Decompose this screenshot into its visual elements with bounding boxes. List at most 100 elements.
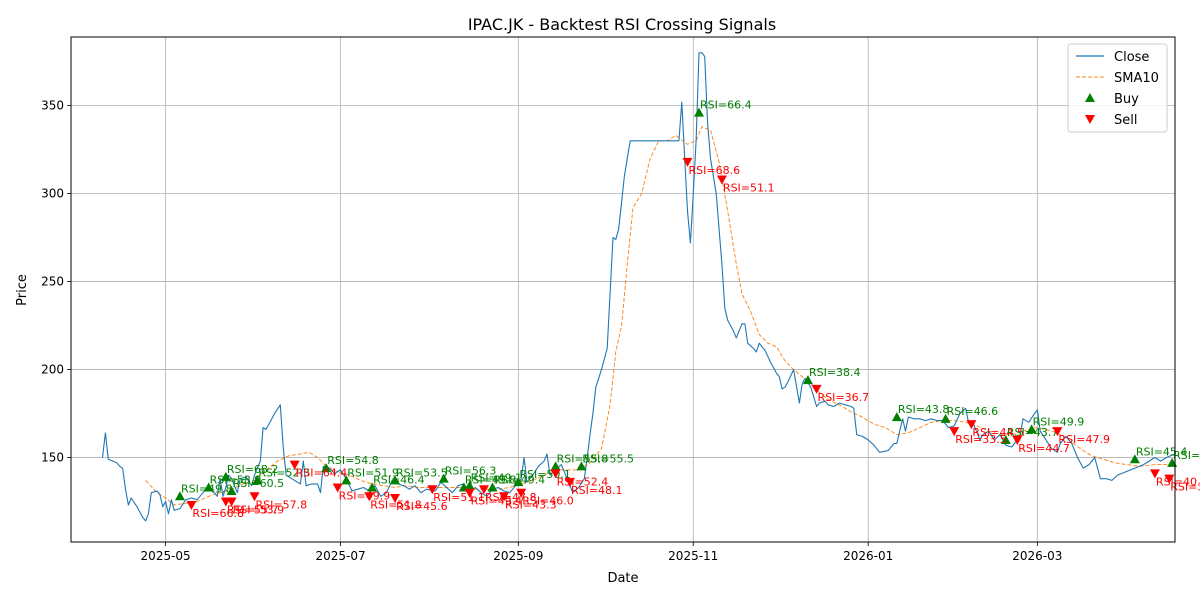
- x-axis-ticks: 2025-05 2025-07 2025-09 2025-11 2026-01 2026-…: [141, 542, 1062, 563]
- buy-label: RSI=56.3: [445, 465, 497, 478]
- buy-marker: [513, 477, 524, 487]
- legend-entry-label: Close: [1114, 50, 1149, 65]
- sell-marker: [464, 488, 475, 498]
- buy-marker: [487, 482, 498, 492]
- sell-label: RSI=51.1: [433, 491, 485, 504]
- sell-label: RSI=46.0: [522, 495, 574, 508]
- sell-marker: [1149, 469, 1160, 479]
- sell-label: RSI=64.4: [296, 467, 348, 480]
- sell-marker: [226, 497, 237, 507]
- buy-marker: [1026, 424, 1037, 434]
- sma10-series: [145, 126, 1176, 506]
- buy-label: RSI=68.2: [227, 463, 279, 476]
- x-tick-label: 2026-01: [843, 549, 893, 563]
- plot-frame: [70, 36, 1176, 543]
- sell-marker: [186, 501, 197, 511]
- sell-label: RSI=68.6: [689, 164, 741, 177]
- buy-marker: [390, 475, 401, 485]
- sell-marker: [550, 469, 561, 479]
- buy-label: RSI=45.5: [1173, 449, 1200, 462]
- buy-marker: [226, 485, 237, 495]
- sell-label: RSI=44.5: [972, 426, 1024, 439]
- buy-marker: [341, 475, 352, 485]
- y-tick-label: 350: [41, 99, 64, 113]
- x-tick-label: 2025-05: [141, 549, 191, 563]
- grid: [71, 37, 1175, 542]
- buy-label: RSI=58.9: [210, 473, 262, 486]
- sell-label: RSI=57.8: [256, 498, 308, 511]
- legend-entry-label: SMA10: [1114, 71, 1159, 86]
- buy-label: RSI=49.9: [1033, 415, 1085, 428]
- sell-marker: [516, 488, 527, 498]
- sell-label: RSI=47.8: [485, 491, 537, 504]
- sell-label: RSI=66.8: [192, 507, 244, 520]
- buy-label: RSI=66.4: [700, 99, 752, 112]
- sell-marker: [478, 485, 489, 495]
- buy-marker: [1000, 434, 1011, 444]
- legend-entry-label: Buy: [1114, 92, 1139, 107]
- buy-label: RSI=52.3: [258, 466, 310, 479]
- buy-label: RSI=55.5: [582, 452, 634, 465]
- y-axis-ticks: 150 200 250 300 350: [41, 99, 71, 465]
- buy-marker: [220, 471, 231, 481]
- sell-marker: [682, 157, 693, 167]
- sell-label: RSI=51.1: [723, 182, 775, 195]
- buy-marker: [576, 461, 587, 471]
- buy-label: RSI=43.8: [898, 403, 950, 416]
- sma10-line: [145, 126, 1176, 506]
- sell-label: RSI=36.7: [818, 391, 870, 404]
- close-series: [101, 52, 1176, 522]
- x-axis-label: Date: [607, 571, 638, 586]
- buy-marker: [464, 480, 475, 490]
- buy-marker: [438, 473, 449, 483]
- buy-label: RSI=46.6: [947, 405, 999, 418]
- sell-label: RSI=55.7: [227, 504, 279, 517]
- y-axis-label: Price: [15, 274, 30, 306]
- sell-marker: [390, 494, 401, 504]
- sell-label: RSI=39.8: [1170, 481, 1200, 494]
- buy-marker: [1129, 454, 1140, 464]
- sell-marker: [949, 427, 960, 437]
- sell-marker: [364, 492, 375, 502]
- sell-marker: [966, 420, 977, 430]
- x-tick-label: 2025-09: [493, 549, 543, 563]
- sell-label: RSI=51.8: [370, 498, 422, 511]
- buy-signals: RSI=49.8RSI=58.9RSI=68.2RSI=60.5RSI=52.3…: [174, 99, 1200, 501]
- legend-box: [1067, 43, 1168, 133]
- y-tick-label: 150: [41, 451, 64, 465]
- sell-label: RSI=49.9: [339, 489, 391, 502]
- sell-label: RSI=47.9: [1058, 433, 1110, 446]
- buy-marker: [550, 461, 561, 471]
- sell-label: RSI=33.5: [955, 433, 1007, 446]
- buy-marker: [174, 491, 185, 501]
- y-tick-label: 200: [41, 363, 64, 377]
- y-tick-label: 300: [41, 187, 64, 201]
- buy-marker: [367, 482, 378, 492]
- buy-marker: [940, 413, 951, 423]
- sell-marker: [332, 483, 343, 493]
- x-tick-label: 2025-07: [315, 549, 365, 563]
- sell-label: RSI=45.6: [396, 500, 448, 513]
- sell-marker: [811, 384, 822, 394]
- buy-label: RSI=51.9: [347, 466, 399, 479]
- sell-marker: [1052, 427, 1063, 437]
- x-tick-label: 2025-11: [668, 549, 718, 563]
- sell-label: RSI=48.1: [571, 484, 623, 497]
- sell-marker: [1012, 435, 1023, 445]
- sell-marker: [289, 460, 300, 470]
- buy-label: RSI=55.8: [557, 452, 609, 465]
- buy-marker: [891, 412, 902, 422]
- x-tick-label: 2026-03: [1012, 549, 1062, 563]
- sell-label: RSI=53.9: [233, 504, 285, 517]
- sell-marker: [498, 492, 509, 502]
- legend-sell-swatch: [1085, 115, 1095, 124]
- buy-marker: [693, 107, 704, 117]
- legend: Close SMA10 Buy Sell: [1067, 43, 1168, 133]
- legend-buy-swatch: [1085, 93, 1095, 102]
- sell-marker: [716, 175, 727, 185]
- sell-label: RSI=43.3: [505, 498, 557, 511]
- sell-marker: [1164, 474, 1175, 484]
